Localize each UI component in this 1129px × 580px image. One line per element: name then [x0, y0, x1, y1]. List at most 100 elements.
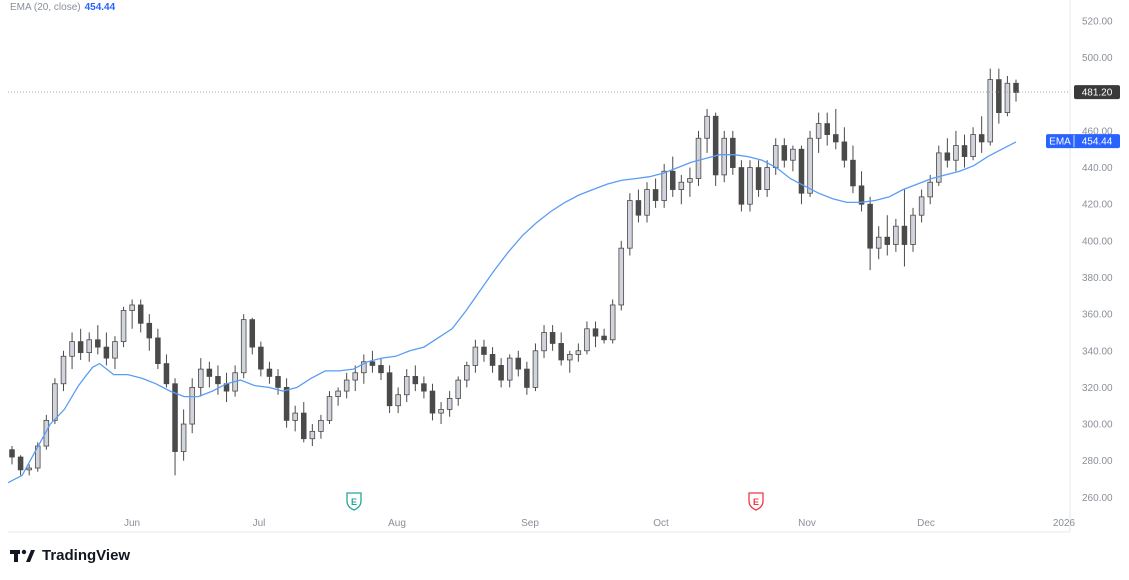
candle-body — [807, 137, 813, 194]
candle-body — [661, 170, 667, 201]
candle-body — [772, 145, 779, 168]
x-tick-label: 2026 — [1053, 518, 1076, 529]
candle-body — [978, 134, 985, 143]
candle-body — [69, 341, 75, 357]
candle-body — [558, 343, 564, 361]
candle-body — [506, 357, 513, 381]
candle-body — [137, 304, 144, 324]
candle-body — [249, 319, 256, 348]
candle-body — [987, 79, 994, 143]
y-tick-label: 320.00 — [1082, 383, 1113, 394]
last-price-tag — [1074, 85, 1120, 100]
candle-body — [120, 310, 127, 343]
y-tick-label: 520.00 — [1082, 16, 1113, 27]
candle-body — [86, 339, 92, 354]
candle-body — [446, 398, 453, 410]
candle-body — [704, 115, 710, 139]
candle-body — [438, 409, 444, 414]
candle-body — [240, 319, 247, 374]
candle-body — [318, 419, 324, 432]
candle-body — [112, 341, 118, 359]
y-tick-label: 500.00 — [1082, 53, 1113, 64]
candle-body — [850, 159, 856, 187]
candle-body — [301, 412, 307, 440]
candle-body — [927, 181, 933, 198]
candle-body — [609, 304, 616, 341]
candle-body — [867, 203, 873, 249]
candle-body — [953, 145, 959, 161]
candle-body — [875, 236, 882, 249]
candle-body — [961, 145, 968, 157]
candle-body — [721, 137, 727, 176]
y-tick-label: 360.00 — [1082, 310, 1113, 321]
candle-body — [635, 200, 642, 216]
candle-body — [489, 354, 496, 366]
indicator-value: 454.44 — [84, 2, 116, 13]
x-tick-label: Dec — [917, 518, 935, 529]
candle-body — [532, 350, 539, 388]
candle-body — [798, 148, 805, 194]
x-tick-label: Jul — [253, 518, 266, 529]
candle-body — [17, 456, 24, 471]
candle-body — [326, 396, 333, 421]
candle-body — [901, 225, 908, 245]
svg-text:E: E — [753, 497, 759, 507]
candle-body — [215, 376, 221, 385]
candle-body — [738, 167, 745, 205]
ema-line — [7, 141, 1017, 484]
candle-body — [258, 346, 264, 370]
x-tick-label: Oct — [653, 518, 669, 529]
candle-body — [455, 379, 461, 399]
tradingview-logo-icon — [10, 549, 35, 562]
earnings-event-icon[interactable]: E — [748, 492, 764, 511]
candle-body — [996, 79, 1002, 113]
ema-tag-label: EMA — [1049, 137, 1071, 148]
candle-body — [52, 383, 58, 421]
candle-body — [95, 339, 101, 348]
candle-body — [206, 368, 213, 377]
candle-body — [601, 335, 607, 341]
candle-body — [541, 332, 547, 352]
candle-body — [910, 214, 916, 245]
y-tick-label: 340.00 — [1082, 346, 1113, 357]
y-tick-label: 440.00 — [1082, 163, 1113, 174]
candle-body — [421, 383, 427, 392]
y-tick-label: 280.00 — [1082, 456, 1113, 467]
candle-body — [730, 137, 736, 168]
candle-body — [472, 346, 479, 366]
candle-body — [549, 332, 556, 344]
candle-body — [781, 145, 788, 161]
candle-body — [352, 372, 359, 381]
ema-tag-value: 454.44 — [1082, 137, 1113, 148]
candle-body — [26, 467, 32, 471]
candle-body — [575, 350, 582, 355]
candle-body — [60, 355, 67, 385]
candle-body — [163, 363, 170, 385]
candle-body — [77, 341, 84, 354]
svg-text:E: E — [351, 497, 357, 507]
candle-body — [936, 152, 942, 183]
candle-body — [129, 304, 135, 311]
candle-body — [369, 361, 376, 366]
candle-body — [755, 167, 762, 190]
candle-body — [669, 170, 676, 190]
brand-name: TradingView — [42, 547, 131, 564]
candle-body — [824, 123, 830, 135]
candle-body — [627, 200, 633, 249]
candle-body — [429, 390, 436, 414]
legend-indicator: EMA (20, close) 454.44 — [10, 2, 115, 13]
candle-body — [764, 167, 770, 190]
candle-body — [1004, 82, 1011, 113]
y-tick-label: 420.00 — [1082, 200, 1113, 211]
earnings-event-icon[interactable]: E — [346, 492, 362, 511]
candle-body — [652, 189, 659, 201]
candle-body — [292, 412, 298, 421]
x-tick-label: Aug — [388, 518, 406, 529]
candle-body — [1013, 82, 1019, 93]
candle-body — [712, 115, 719, 176]
x-tick-label: Jun — [124, 518, 140, 529]
x-tick-label: Sep — [521, 518, 539, 529]
y-tick-label: 260.00 — [1082, 493, 1113, 504]
y-tick-label: 460.00 — [1082, 126, 1113, 137]
